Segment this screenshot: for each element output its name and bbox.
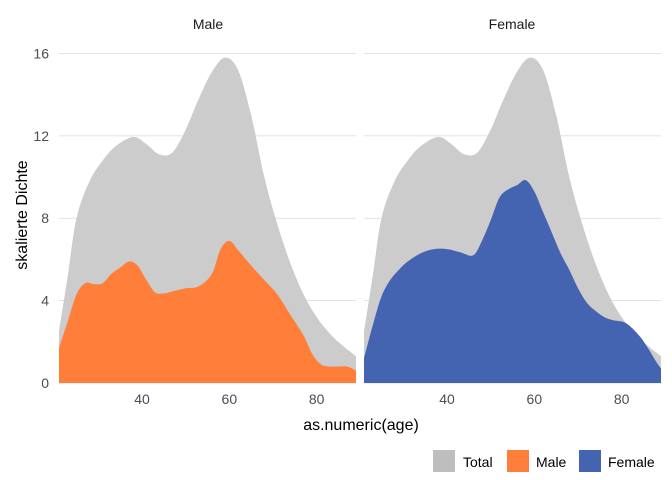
panel-female: Female: [364, 16, 661, 384]
male-density-area: [59, 240, 356, 383]
y-tick-label-4: 4: [41, 293, 49, 309]
legend-label-total: Total: [463, 454, 493, 470]
x-axis-title: as.numeric(age): [303, 417, 419, 434]
x-tick-label-panel2-60: 60: [527, 391, 543, 407]
legend-key-female: [579, 450, 601, 472]
x-tick-label-panel1-40: 40: [134, 391, 150, 407]
legend: Total Male Female: [433, 450, 655, 472]
legend-label-male: Male: [536, 454, 567, 470]
y-tick-label-0: 0: [41, 375, 49, 391]
x-tick-label-panel2-80: 80: [614, 391, 630, 407]
x-tick-label-panel1-60: 60: [222, 391, 238, 407]
panel-title-male: Male: [193, 16, 224, 32]
y-tick-label-16: 16: [33, 45, 49, 61]
x-axis-ticks: 40 60 80 40 60 80: [134, 391, 629, 407]
female-density-area: [364, 179, 661, 383]
y-tick-label-8: 8: [41, 210, 49, 226]
y-axis-title: skalierte Dichte: [14, 160, 31, 269]
y-axis-ticks: 0 4 8 12 16: [33, 45, 49, 391]
x-tick-label-panel1-80: 80: [309, 391, 325, 407]
legend-key-male: [507, 450, 529, 472]
panel-title-female: Female: [489, 16, 536, 32]
panel-male: Male: [59, 16, 356, 384]
legend-key-total: [433, 450, 455, 472]
y-tick-label-12: 12: [33, 128, 49, 144]
x-tick-label-panel2-40: 40: [439, 391, 455, 407]
legend-label-female: Female: [608, 454, 655, 470]
